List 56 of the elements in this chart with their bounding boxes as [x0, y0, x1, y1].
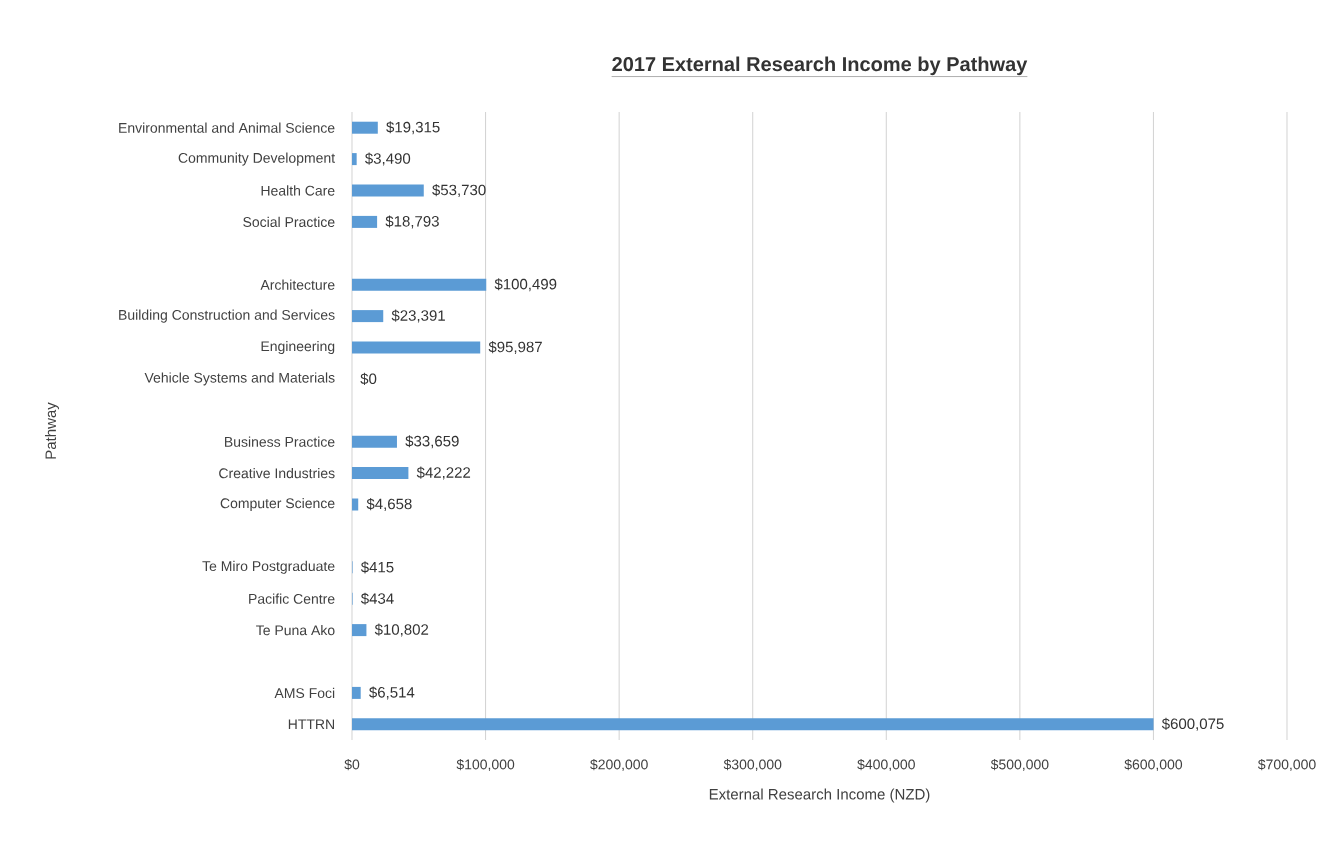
- bar: [352, 467, 409, 480]
- y-tick-label: HTTRN: [288, 719, 334, 730]
- y-tick-label: Te Miro Postgraduate: [202, 560, 335, 574]
- data-label: $19,315: [386, 121, 440, 135]
- data-label: $415: [360, 561, 394, 574]
- x-tick-label: $200,000: [590, 758, 648, 772]
- data-label: $6,514: [369, 686, 415, 700]
- bar: [352, 624, 367, 637]
- data-label: $95,987: [488, 340, 542, 355]
- y-tick-label: Environmental and Animal Science: [119, 122, 335, 133]
- bar: [352, 215, 378, 228]
- data-label: $100,499: [494, 278, 557, 292]
- y-tick-label: Health Care: [261, 185, 335, 196]
- data-label: $18,793: [385, 215, 439, 229]
- bar: [352, 718, 1154, 731]
- bar: [352, 435, 397, 448]
- data-label: $33,659: [405, 435, 459, 449]
- data-label: $42,222: [416, 466, 471, 480]
- y-tick-label: Pacific Centre: [249, 593, 335, 604]
- chart-title: 2017 External Research Income by Pathway: [612, 56, 1028, 76]
- x-tick-label: $100,000: [456, 758, 515, 772]
- y-tick-label: Te Puna Ako: [256, 624, 335, 636]
- x-tick-label: $500,000: [990, 758, 1049, 772]
- x-tick-label: $400,000: [857, 758, 915, 772]
- bar: [352, 153, 357, 166]
- y-axis-title: Pathway: [45, 402, 59, 459]
- x-tick-label: $0: [344, 758, 360, 771]
- bar: [352, 278, 487, 291]
- x-tick-label: $300,000: [723, 758, 782, 772]
- y-tick-label: Business Practice: [225, 436, 335, 447]
- bar: [352, 498, 359, 511]
- data-label: $0: [360, 372, 377, 385]
- y-tick-label: Architecture: [260, 279, 335, 290]
- bar: [352, 341, 481, 354]
- x-tick-label: $700,000: [1257, 758, 1316, 772]
- data-label: $434: [360, 592, 394, 605]
- y-tick-label: Vehicle Systems and Materials: [144, 372, 335, 386]
- y-tick-label: Computer Science: [220, 497, 335, 512]
- y-tick-label: AMS Foci: [274, 687, 335, 699]
- bar: [352, 686, 361, 699]
- data-label: $10,802: [374, 623, 429, 637]
- y-tick-label: Community Development: [178, 152, 335, 166]
- bar: [352, 184, 424, 197]
- y-tick-label: Engineering: [261, 340, 335, 355]
- y-tick-label: Creative Industries: [219, 467, 335, 479]
- bar: [352, 310, 384, 323]
- data-label: $4,658: [366, 497, 412, 512]
- x-axis-title: External Research Income (NZD): [709, 788, 930, 803]
- data-label: $3,490: [365, 152, 411, 166]
- bar: [352, 121, 378, 134]
- y-tick-label: Building Construction and Services: [119, 309, 335, 323]
- data-label: $53,730: [432, 183, 486, 198]
- y-tick-label: Social Practice: [243, 216, 335, 228]
- data-label: $23,391: [391, 309, 445, 323]
- x-tick-label: $600,000: [1124, 758, 1183, 772]
- data-label: $600,075: [1161, 717, 1224, 731]
